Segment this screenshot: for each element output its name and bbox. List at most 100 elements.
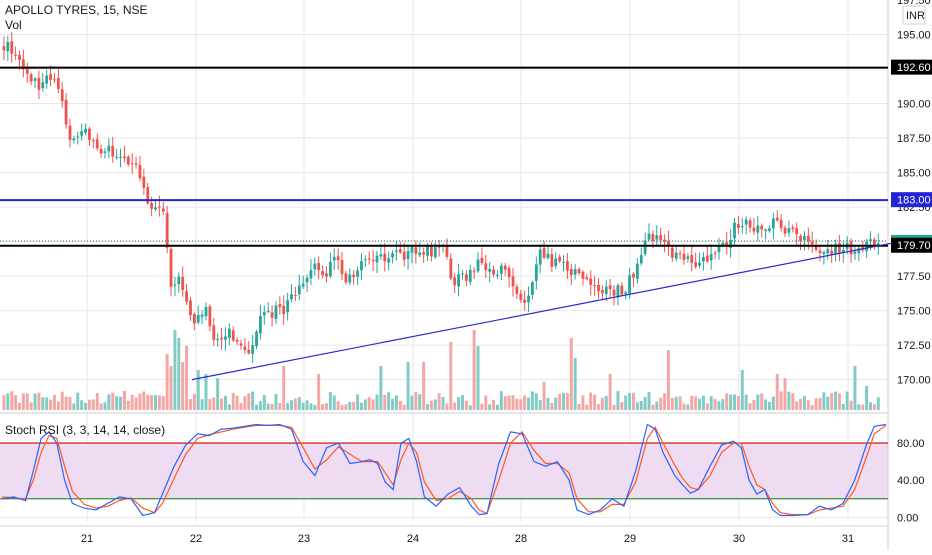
- candle-body[interactable]: [589, 278, 593, 285]
- candle-body[interactable]: [853, 251, 857, 254]
- candle-body[interactable]: [332, 256, 336, 261]
- candle-body[interactable]: [422, 252, 426, 255]
- candle-body[interactable]: [857, 247, 861, 254]
- candle-body[interactable]: [876, 243, 880, 246]
- candle-body[interactable]: [838, 243, 841, 253]
- candle-body[interactable]: [45, 75, 49, 84]
- candle-body[interactable]: [694, 262, 698, 267]
- candle-body[interactable]: [220, 337, 223, 340]
- candle-body[interactable]: [690, 254, 694, 263]
- candle-body[interactable]: [818, 250, 822, 253]
- candle-body[interactable]: [577, 269, 581, 274]
- candle-body[interactable]: [806, 235, 810, 242]
- candle-body[interactable]: [484, 263, 488, 271]
- candle-body[interactable]: [768, 228, 771, 232]
- currency-badge[interactable]: [902, 5, 926, 25]
- candle-body[interactable]: [165, 212, 169, 248]
- candle-body[interactable]: [515, 286, 519, 294]
- candle-body[interactable]: [259, 316, 262, 334]
- candle-body[interactable]: [286, 300, 290, 313]
- candle-body[interactable]: [663, 239, 666, 242]
- candle-body[interactable]: [181, 276, 185, 290]
- candle-body[interactable]: [418, 252, 422, 256]
- candle-body[interactable]: [616, 285, 620, 298]
- candle-body[interactable]: [534, 264, 538, 281]
- candle-body[interactable]: [705, 255, 709, 262]
- candle-body[interactable]: [604, 286, 608, 294]
- candle-body[interactable]: [449, 258, 453, 279]
- candle-body[interactable]: [348, 274, 352, 283]
- candle-body[interactable]: [224, 336, 227, 340]
- candle-body[interactable]: [344, 273, 348, 283]
- candle-body[interactable]: [771, 218, 775, 229]
- candle-body[interactable]: [748, 220, 752, 228]
- candle-body[interactable]: [472, 270, 476, 272]
- candle-body[interactable]: [503, 265, 507, 270]
- candle-body[interactable]: [6, 41, 10, 52]
- candle-body[interactable]: [573, 269, 577, 275]
- candle-body[interactable]: [297, 285, 301, 295]
- candle-body[interactable]: [14, 54, 17, 56]
- candle-body[interactable]: [527, 295, 530, 303]
- candle-body[interactable]: [744, 219, 748, 225]
- candle-body[interactable]: [262, 311, 266, 316]
- candle-body[interactable]: [29, 74, 33, 82]
- candle-body[interactable]: [64, 99, 68, 125]
- price-tag[interactable]: [891, 59, 932, 75]
- candle-body[interactable]: [25, 68, 29, 74]
- candle-body[interactable]: [729, 239, 733, 249]
- candle-body[interactable]: [328, 261, 332, 277]
- candle-body[interactable]: [119, 157, 122, 159]
- candle-body[interactable]: [200, 314, 204, 317]
- candle-body[interactable]: [464, 274, 468, 281]
- rsi-k-line[interactable]: [1, 423, 887, 517]
- candle-body[interactable]: [161, 208, 165, 212]
- candle-body[interactable]: [558, 256, 562, 262]
- candle-body[interactable]: [72, 138, 76, 141]
- candle-body[interactable]: [659, 235, 663, 241]
- candle-body[interactable]: [593, 285, 597, 287]
- candle-body[interactable]: [499, 265, 503, 274]
- candle-body[interactable]: [507, 267, 511, 277]
- candle-body[interactable]: [37, 78, 41, 90]
- candle-body[interactable]: [274, 305, 278, 320]
- candle-body[interactable]: [146, 187, 150, 204]
- candle-body[interactable]: [60, 89, 64, 102]
- candle-body[interactable]: [869, 239, 872, 241]
- candle-body[interactable]: [414, 247, 418, 254]
- candle-body[interactable]: [49, 74, 52, 80]
- candle-body[interactable]: [826, 248, 830, 254]
- candle-body[interactable]: [550, 254, 554, 267]
- candle-body[interactable]: [531, 282, 534, 295]
- candle-body[interactable]: [290, 294, 293, 300]
- candle-body[interactable]: [88, 128, 91, 140]
- candle-body[interactable]: [787, 228, 791, 233]
- candle-body[interactable]: [309, 270, 313, 279]
- candle-body[interactable]: [775, 217, 779, 221]
- candle-body[interactable]: [282, 305, 286, 315]
- candle-body[interactable]: [562, 261, 565, 263]
- candle-body[interactable]: [492, 269, 495, 275]
- candle-body[interactable]: [21, 59, 25, 70]
- candle-body[interactable]: [736, 224, 740, 228]
- candle-body[interactable]: [410, 245, 414, 253]
- candle-body[interactable]: [713, 252, 717, 254]
- candle-body[interactable]: [41, 82, 45, 89]
- candle-body[interactable]: [795, 227, 799, 235]
- candle-body[interactable]: [325, 273, 328, 277]
- candle-body[interactable]: [834, 243, 837, 254]
- candle-body[interactable]: [111, 146, 115, 157]
- candle-body[interactable]: [717, 246, 721, 253]
- candle-body[interactable]: [791, 227, 795, 229]
- candle-body[interactable]: [585, 277, 589, 280]
- candle-body[interactable]: [542, 247, 546, 258]
- candle-body[interactable]: [830, 250, 834, 255]
- candle-body[interactable]: [157, 206, 161, 208]
- candle-body[interactable]: [406, 251, 410, 259]
- candle-body[interactable]: [643, 240, 647, 255]
- candle-body[interactable]: [231, 330, 235, 341]
- candle-body[interactable]: [270, 312, 274, 318]
- candle-body[interactable]: [733, 222, 736, 239]
- candle-body[interactable]: [56, 78, 60, 89]
